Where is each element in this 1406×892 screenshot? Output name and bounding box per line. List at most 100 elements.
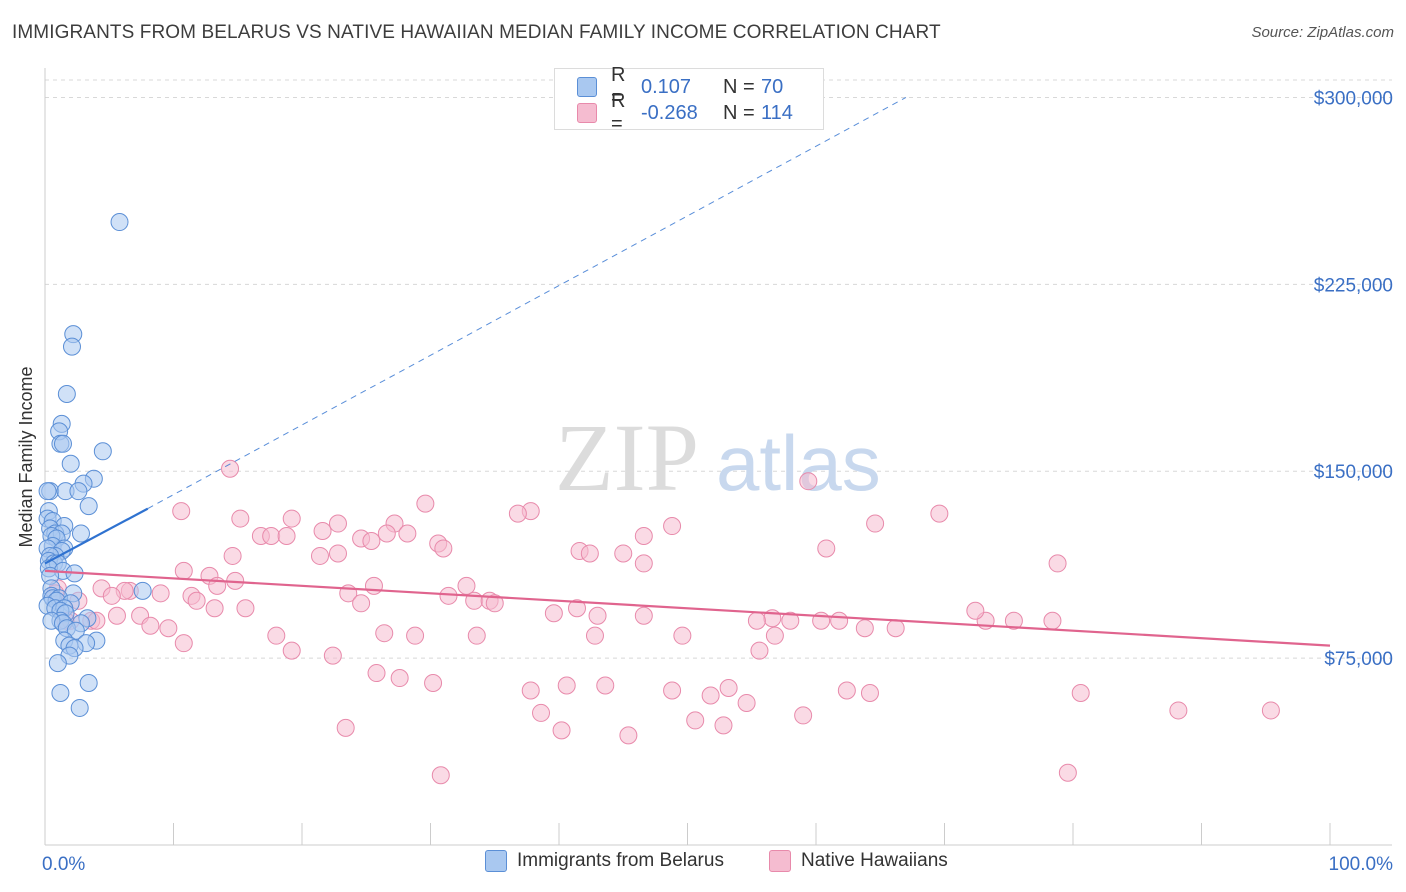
data-point-native-hawaiians (521, 681, 540, 700)
watermark: ZIP atlas (555, 404, 881, 511)
data-point-immigrants-belarus (79, 674, 98, 693)
trend-lines (44, 97, 1331, 647)
data-point-native-hawaiians (362, 531, 381, 550)
axes: $75,000 $150,000 $225,000 $300,000 0.0% 100.0… (42, 68, 1393, 875)
legend-r-value: 0.107 (641, 75, 692, 98)
data-point-immigrants-belarus (53, 434, 72, 453)
data-point-native-hawaiians (619, 726, 638, 745)
y-tick-label: $300,000 (1314, 88, 1393, 109)
legend-swatch-pink (577, 103, 597, 123)
data-point-native-hawaiians (431, 766, 450, 785)
bottom-legend-blue: Immigrants from Belarus (485, 850, 724, 872)
data-point-native-hawaiians (364, 576, 383, 595)
data-point-native-hawaiians (794, 706, 813, 725)
data-point-native-hawaiians (866, 514, 885, 533)
data-point-native-hawaiians (328, 514, 347, 533)
data-point-native-hawaiians (1004, 611, 1023, 630)
bottom-legend-label-blue: Immigrants from Belarus (517, 850, 724, 871)
data-point-native-hawaiians (151, 584, 170, 603)
data-point-immigrants-belarus (48, 654, 67, 673)
data-point-native-hawaiians (174, 561, 193, 580)
data-point-native-hawaiians (532, 703, 551, 722)
data-point-native-hawaiians (267, 626, 286, 645)
chart-source: Source: ZipAtlas.com (1251, 24, 1394, 41)
data-point-native-hawaiians (588, 606, 607, 625)
data-point-native-hawaiians (966, 601, 985, 620)
series-immigrants-belarus (38, 213, 152, 717)
legend-n-label: N = (723, 75, 755, 98)
series-native-hawaiians (46, 459, 1280, 785)
data-point-native-hawaiians (467, 626, 486, 645)
data-point-native-hawaiians (860, 683, 879, 702)
data-point-native-hawaiians (1261, 701, 1280, 720)
data-point-native-hawaiians (747, 611, 766, 630)
data-point-native-hawaiians (1071, 683, 1090, 702)
data-point-native-hawaiians (172, 502, 191, 521)
data-point-native-hawaiians (367, 664, 386, 683)
data-point-native-hawaiians (508, 504, 527, 523)
data-point-native-hawaiians (557, 676, 576, 695)
data-point-native-hawaiians (416, 494, 435, 513)
data-point-native-hawaiians (262, 527, 281, 546)
data-point-native-hawaiians (552, 721, 571, 740)
data-point-native-hawaiians (323, 646, 342, 665)
data-point-native-hawaiians (1169, 701, 1188, 720)
bottom-legend-label-pink: Native Hawaiians (801, 850, 948, 871)
data-point-immigrants-belarus (61, 454, 80, 473)
legend-row-pink: R = -0.268 N = 114 (577, 90, 793, 135)
data-point-native-hawaiians (141, 616, 160, 635)
data-point-native-hawaiians (406, 626, 425, 645)
data-point-native-hawaiians (737, 693, 756, 712)
watermark-atlas: atlas (716, 419, 881, 507)
x-tick-label: 100.0% (1329, 854, 1394, 875)
data-point-native-hawaiians (799, 472, 818, 491)
data-point-native-hawaiians (313, 522, 332, 541)
data-point-native-hawaiians (102, 586, 121, 605)
data-point-native-hawaiians (107, 606, 126, 625)
bottom-legend-swatch-pink (769, 850, 791, 872)
data-point-native-hawaiians (434, 539, 453, 558)
y-tick-label: $150,000 (1314, 462, 1393, 483)
grid-lines (45, 79, 1392, 659)
data-point-native-hawaiians (159, 619, 178, 638)
data-point-immigrants-belarus (79, 497, 98, 516)
data-point-native-hawaiians (390, 669, 409, 688)
data-point-native-hawaiians (1048, 554, 1067, 573)
data-point-native-hawaiians (930, 504, 949, 523)
data-point-native-hawaiians (544, 604, 563, 623)
data-point-native-hawaiians (174, 634, 193, 653)
data-point-immigrants-belarus (38, 482, 57, 501)
data-point-native-hawaiians (457, 576, 476, 595)
data-point-native-hawaiians (855, 619, 874, 638)
data-point-native-hawaiians (673, 626, 692, 645)
bottom-legend-swatch-blue (485, 850, 507, 872)
data-point-native-hawaiians (375, 624, 394, 643)
trend-line-belarus (44, 507, 149, 565)
legend-r-label: R = (611, 64, 626, 109)
data-point-native-hawaiians (236, 599, 255, 618)
data-point-native-hawaiians (701, 686, 720, 705)
data-point-native-hawaiians (221, 459, 240, 478)
data-point-immigrants-belarus (133, 581, 152, 600)
data-point-native-hawaiians (328, 544, 347, 563)
legend-swatch-blue (577, 77, 597, 97)
data-point-native-hawaiians (663, 681, 682, 700)
data-point-native-hawaiians (830, 611, 849, 630)
data-point-native-hawaiians (205, 599, 224, 618)
y-tick-label: $75,000 (1324, 649, 1393, 670)
data-point-native-hawaiians (223, 546, 242, 565)
data-point-native-hawaiians (398, 524, 417, 543)
data-point-native-hawaiians (424, 674, 443, 693)
data-point-native-hawaiians (614, 544, 633, 563)
y-tick-label: $225,000 (1314, 275, 1393, 296)
legend-n-value: 70 (761, 75, 784, 98)
data-point-native-hawaiians (567, 599, 586, 618)
data-point-native-hawaiians (231, 509, 250, 528)
data-point-native-hawaiians (817, 539, 836, 558)
data-point-native-hawaiians (352, 594, 371, 613)
data-point-native-hawaiians (580, 544, 599, 563)
data-point-native-hawaiians (1058, 763, 1077, 782)
chart-title: IMMIGRANTS FROM BELARUS VS NATIVE HAWAII… (12, 22, 941, 43)
data-point-native-hawaiians (310, 546, 329, 565)
